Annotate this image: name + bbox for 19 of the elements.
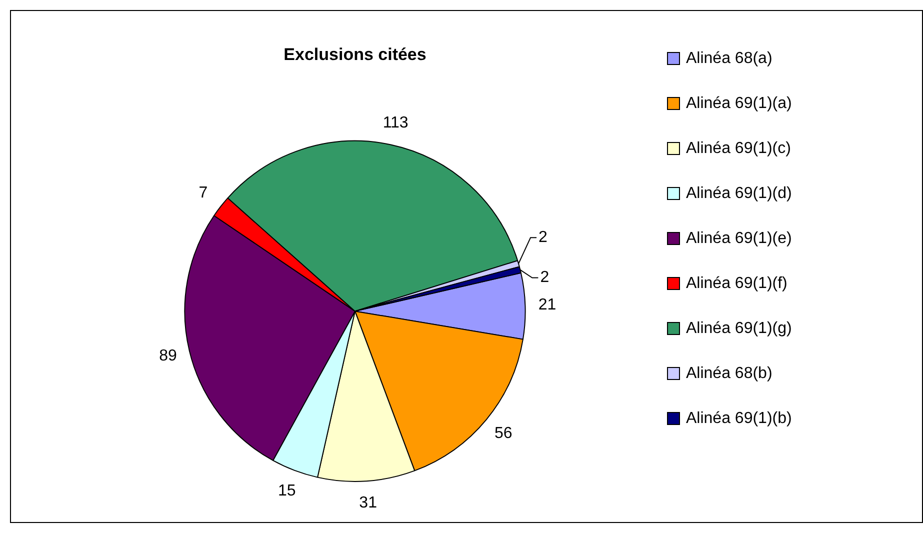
data-label: 113 <box>382 114 408 132</box>
data-label: 21 <box>538 296 556 314</box>
legend-label: Alinéa 69(1)(a) <box>686 94 792 112</box>
data-label: 89 <box>159 348 178 365</box>
legend-label: Alinéa 69(1)(b) <box>686 410 792 428</box>
chart-title: Exclusions citées <box>284 44 426 64</box>
data-label: 2 <box>540 269 550 286</box>
data-label: 2 <box>538 229 548 246</box>
legend-label: Alinéa 69(1)(f) <box>686 274 788 292</box>
data-label: 31 <box>359 494 378 512</box>
legend-label: Alinéa 69(1)(g) <box>686 320 792 338</box>
data-label: 56 <box>494 424 512 442</box>
legend-label: Alinéa 69(1)(d) <box>686 184 792 202</box>
data-label: 7 <box>198 184 208 202</box>
data-label: 15 <box>278 482 296 500</box>
legend-label: Alinéa 68(b) <box>686 364 772 382</box>
legend-label: Alinéa 68(a) <box>686 50 772 68</box>
legend-label: Alinéa 69(1)(c) <box>686 140 791 158</box>
legend-label: Alinéa 69(1)(e) <box>686 230 792 248</box>
